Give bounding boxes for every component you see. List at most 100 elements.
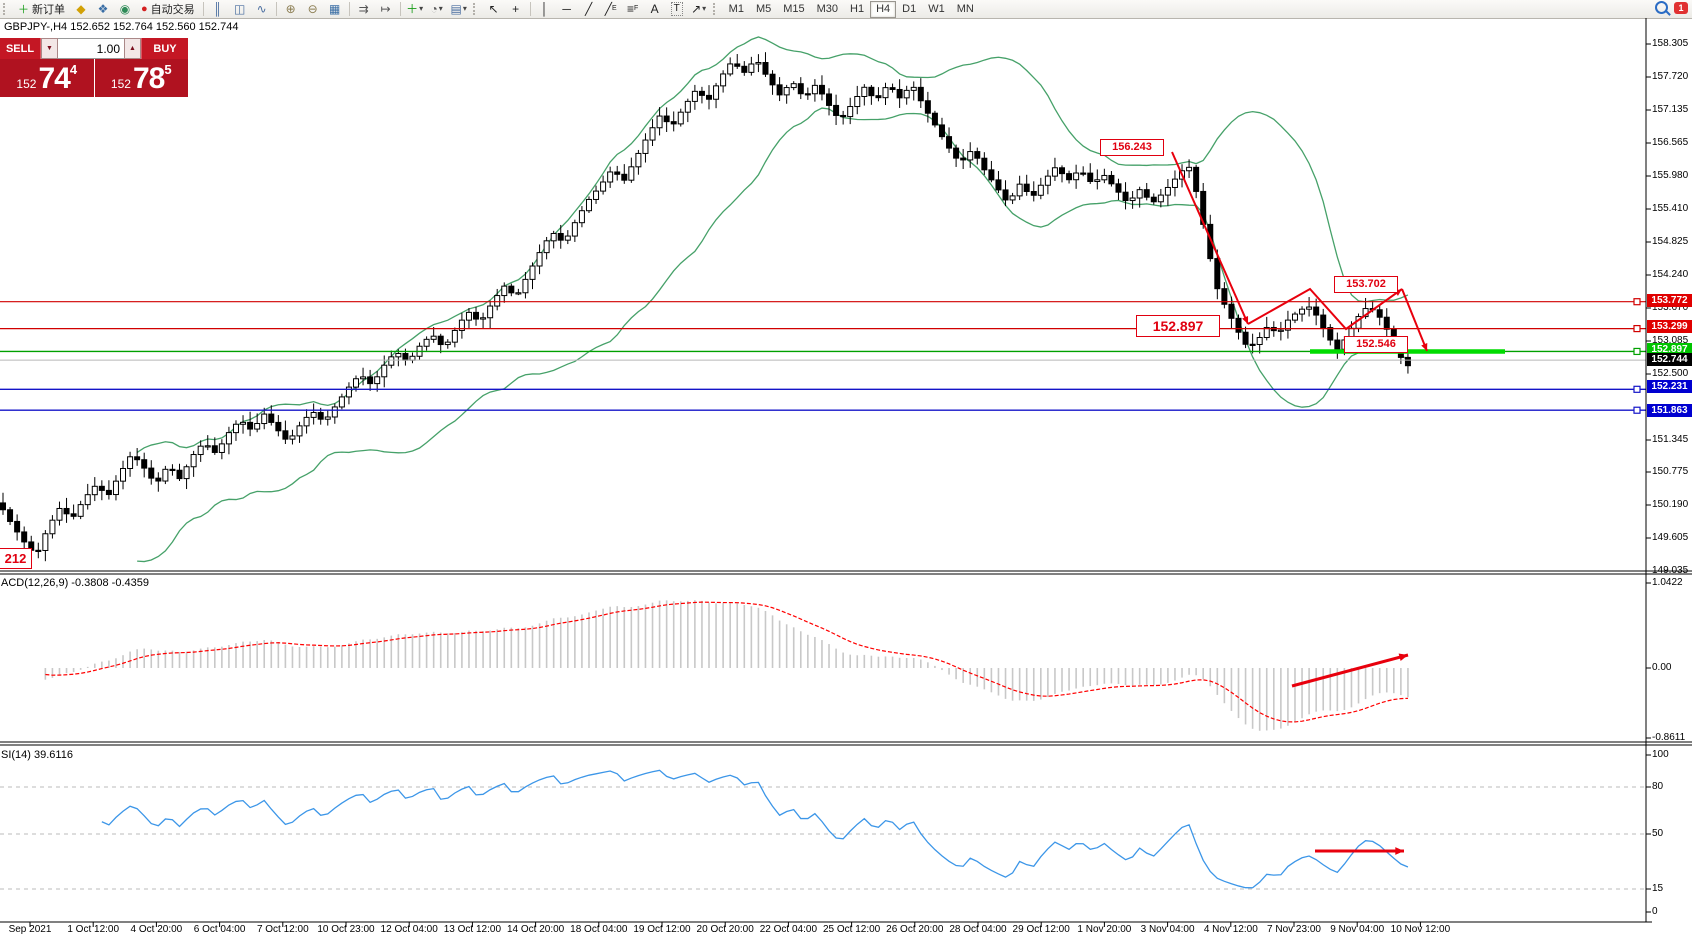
fibonacci-icon: ≡ (627, 2, 635, 16)
volume-down-button[interactable]: ▼ (41, 38, 58, 59)
channel-icon[interactable]: ╱ E (600, 0, 622, 18)
price-label-152546[interactable]: 152.546 (1344, 336, 1408, 353)
rsi-tick: 50 (1652, 828, 1664, 839)
toolbar-grip[interactable] (712, 3, 719, 15)
price-label-152897[interactable]: 152.897 (1136, 315, 1220, 337)
chart-shift-icon[interactable]: ↦ (375, 0, 397, 18)
time-label: 3 Nov 04:00 (1140, 924, 1195, 935)
time-label: 4 Nov 12:00 (1203, 924, 1258, 935)
toolbar-grip[interactable] (472, 3, 479, 15)
time-label: 4 Oct 20:00 (130, 924, 183, 935)
new-order-button[interactable]: ＋新订单 (13, 0, 70, 18)
new-order-button: ＋ (18, 4, 29, 16)
price-label-156243[interactable]: 156.243 (1100, 139, 1164, 156)
toolbar-separator (348, 2, 350, 16)
tile-windows-icon[interactable]: ▦ (324, 0, 346, 18)
community-icon[interactable]: ❖ (92, 0, 114, 18)
news-icon[interactable]: ◉ (114, 0, 136, 18)
autotrade-button: ● (141, 3, 148, 15)
price-tick: 156.565 (1652, 137, 1689, 148)
line-chart-icon[interactable]: ∿ (251, 0, 273, 18)
timeframe-m30-button[interactable]: M30 (816, 2, 839, 15)
time-label: 13 Oct 12:00 (443, 924, 502, 935)
price-tick: 154.240 (1652, 269, 1689, 280)
timeframe-m5-button[interactable]: M5 (755, 2, 772, 15)
toolbar-separator (529, 2, 531, 16)
time-label: 19 Oct 12:00 (633, 924, 691, 935)
text-label-icon[interactable]: T (666, 0, 688, 18)
community-icon: ❖ (97, 2, 109, 16)
timeframe-h4-button[interactable]: H4 (870, 0, 897, 18)
timeframe-w1-button[interactable]: W1 (928, 2, 945, 15)
trendline-icon: ╱ (585, 2, 593, 16)
toolbar-right-group: 1 (1655, 1, 1688, 16)
sell-button[interactable]: SELL (0, 38, 41, 59)
autotrade-button[interactable]: ● 自动交易 (136, 0, 200, 18)
price-tick: 155.410 (1652, 203, 1689, 214)
price-tick: 151.345 (1652, 434, 1689, 445)
history-center-icon: ◆ (76, 2, 86, 16)
search-icon[interactable] (1655, 1, 1671, 16)
zoom-in-icon[interactable]: ⊕ (280, 0, 302, 18)
price-tick: 158.305 (1652, 38, 1689, 49)
hline-icon: ─ (562, 2, 571, 16)
auto-scroll-icon[interactable]: ⇉ (353, 0, 375, 18)
timeframe-h1-button[interactable]: H1 (850, 2, 865, 15)
price-tick: 153.670 (1652, 302, 1689, 313)
trendline-icon[interactable]: ╱ (578, 0, 600, 18)
indicators-icon[interactable]: ＋ ▾ (404, 0, 426, 18)
time-label: 22 Oct 04:00 (759, 924, 818, 935)
zoom-out-icon[interactable]: ⊖ (302, 0, 324, 18)
time-label: 1 Nov 20:00 (1077, 924, 1132, 935)
buy-price[interactable]: 152 78 5 (95, 59, 189, 97)
crosshair-icon: + (512, 2, 520, 16)
price-label-153702[interactable]: 153.702 (1334, 276, 1398, 293)
macd-tick: -0.8611 (1652, 732, 1686, 743)
volume-up-button[interactable]: ▲ (124, 38, 141, 59)
price-label-212-clipped[interactable]: 212 (0, 548, 32, 569)
sell-price-big-figure: 152 (16, 77, 37, 91)
sell-price[interactable]: 152 74 4 (0, 59, 95, 97)
price-tick: 149.035 (1652, 565, 1689, 576)
volume-input[interactable]: 1.00 (58, 38, 124, 59)
arrows-tool-icon[interactable]: ↗ ▾ (688, 0, 710, 18)
price-line-badge-153299: 153.299 (1647, 320, 1692, 333)
templates-icon[interactable]: ▤ ▾ (448, 0, 470, 18)
periods-icon-caret[interactable]: ▾ (438, 4, 443, 13)
time-label: 1 Oct 12:00 (67, 924, 120, 935)
cursor-icon[interactable]: ↖ (483, 0, 505, 18)
text-icon: A (650, 2, 659, 16)
notification-icon[interactable]: 1 (1674, 1, 1688, 14)
line-chart-icon: ∿ (256, 2, 267, 16)
vline-icon: │ (540, 2, 549, 16)
toolbar-grip[interactable] (3, 3, 9, 15)
history-center-icon[interactable]: ◆ (70, 0, 92, 18)
fibonacci-icon[interactable]: ≡ F (622, 0, 644, 18)
time-label: 14 Oct 20:00 (506, 924, 565, 935)
timeframe-m1-button[interactable]: M1 (728, 2, 744, 15)
hline-icon[interactable]: ─ (556, 0, 578, 18)
timeframe-d1-button[interactable]: D1 (902, 2, 917, 15)
chart-canvas[interactable] (0, 17, 1692, 940)
buy-button[interactable]: BUY (141, 38, 188, 59)
arrows-tool-icon-caret[interactable]: ▾ (702, 4, 707, 13)
candle-chart-icon[interactable]: ◫ (229, 0, 251, 18)
time-label: 7 Oct 12:00 (256, 924, 309, 935)
periods-icon: ◔ (430, 2, 438, 16)
indicators-icon-caret[interactable]: ▾ (419, 4, 424, 13)
chart-title: GBPJPY-,H4 152.652 152.764 152.560 152.7… (4, 21, 239, 33)
crosshair-icon[interactable]: + (505, 0, 527, 18)
bar-chart-icon[interactable]: ║ (207, 0, 229, 18)
time-label: 6 Oct 04:00 (193, 924, 246, 935)
timeframe-m15-button[interactable]: M15 (783, 2, 805, 15)
vline-icon[interactable]: │ (534, 0, 556, 18)
time-label: 18 Oct 04:00 (570, 924, 628, 935)
price-tick: 152.500 (1652, 368, 1689, 379)
timeframe-mn-button[interactable]: MN (956, 2, 974, 15)
arrows-tool-icon: ↗ (691, 2, 702, 16)
templates-icon-caret[interactable]: ▾ (462, 4, 467, 13)
text-icon[interactable]: A (644, 0, 666, 18)
periods-icon[interactable]: ◔ ▾ (426, 0, 448, 18)
price-line-badge-153772: 153.772 (1647, 294, 1692, 307)
price-tick: 155.980 (1652, 170, 1689, 181)
